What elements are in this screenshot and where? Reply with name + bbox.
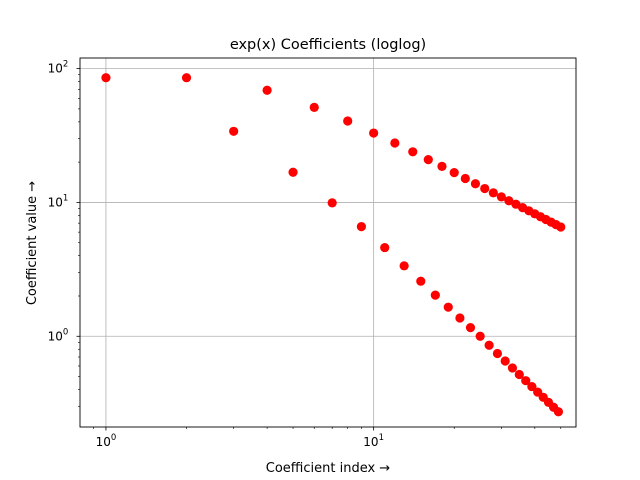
data-point xyxy=(288,167,298,177)
data-point xyxy=(455,313,465,323)
data-point xyxy=(416,276,426,286)
data-point xyxy=(443,302,453,312)
data-point xyxy=(492,348,503,359)
x-tick-label: 100 xyxy=(96,433,117,449)
data-point xyxy=(399,261,409,271)
data-point xyxy=(309,102,319,112)
y-tick-label: 102 xyxy=(48,60,69,76)
chart-title: exp(x) Coefficients (loglog) xyxy=(230,37,426,53)
data-points xyxy=(101,73,566,417)
plot-frame xyxy=(79,57,577,428)
data-point xyxy=(556,222,566,232)
data-point xyxy=(327,198,337,208)
data-point xyxy=(449,168,459,178)
data-point xyxy=(521,376,531,386)
data-point xyxy=(356,221,366,232)
data-point xyxy=(430,290,440,300)
y-tick-label: 100 xyxy=(48,327,69,343)
x-tick-label: 101 xyxy=(363,433,384,449)
data-point xyxy=(470,179,481,189)
y-tick-label: 101 xyxy=(48,193,69,209)
data-point xyxy=(484,340,494,350)
grid-lines xyxy=(80,58,576,427)
data-point xyxy=(369,128,379,138)
data-point xyxy=(229,126,239,136)
data-point xyxy=(380,242,390,253)
data-point xyxy=(181,73,192,83)
data-point xyxy=(465,323,476,333)
data-point xyxy=(553,407,564,417)
y-axis-label: Coefficient value → xyxy=(25,181,40,305)
data-point xyxy=(480,183,490,194)
data-point xyxy=(504,196,514,206)
data-point xyxy=(514,369,524,380)
data-point xyxy=(343,116,353,126)
data-point xyxy=(507,363,518,373)
data-point xyxy=(390,138,400,148)
data-point xyxy=(437,161,447,171)
data-point xyxy=(527,381,537,392)
x-axis-label: Coefficient index → xyxy=(266,461,391,476)
data-point xyxy=(460,173,470,184)
axis-ticks: 100 101 100 101 102 xyxy=(48,60,562,449)
data-point xyxy=(262,85,272,95)
data-point xyxy=(423,154,433,165)
data-point xyxy=(408,147,418,157)
data-point xyxy=(500,356,510,366)
data-point xyxy=(496,192,506,202)
data-point xyxy=(488,188,498,198)
data-point xyxy=(475,331,485,341)
data-point xyxy=(101,73,111,83)
